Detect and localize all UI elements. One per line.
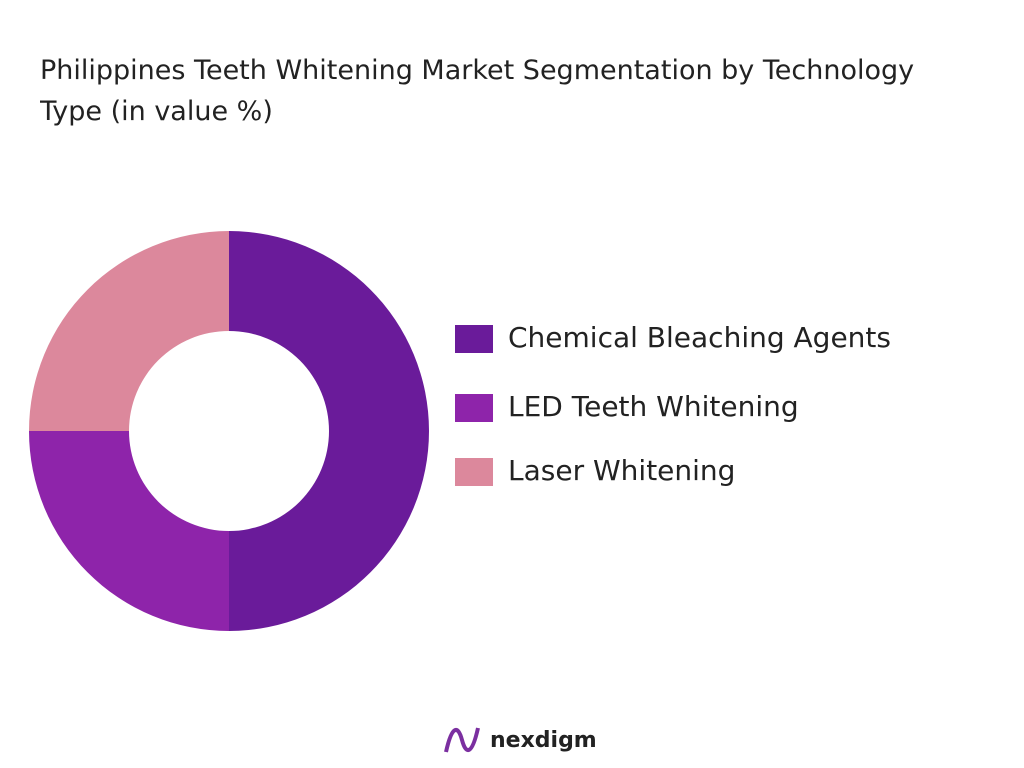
logo-text: nexdigm <box>490 728 597 753</box>
legend-label: Chemical Bleaching Agents <box>508 321 891 354</box>
logo-icon <box>444 727 480 753</box>
donut-slice <box>229 231 429 631</box>
donut-slice <box>29 431 229 631</box>
logo: nexdigm <box>444 727 597 753</box>
donut-slice <box>29 231 229 431</box>
chart-title: Philippines Teeth Whitening Market Segme… <box>40 55 915 127</box>
legend-label: LED Teeth Whitening <box>508 390 799 423</box>
legend-swatch <box>455 325 493 353</box>
legend-swatch <box>455 394 493 422</box>
title-box: Philippines Teeth Whitening Market Segme… <box>40 55 915 127</box>
legend-swatch <box>455 458 493 486</box>
legend-label: Laser Whitening <box>508 454 735 487</box>
